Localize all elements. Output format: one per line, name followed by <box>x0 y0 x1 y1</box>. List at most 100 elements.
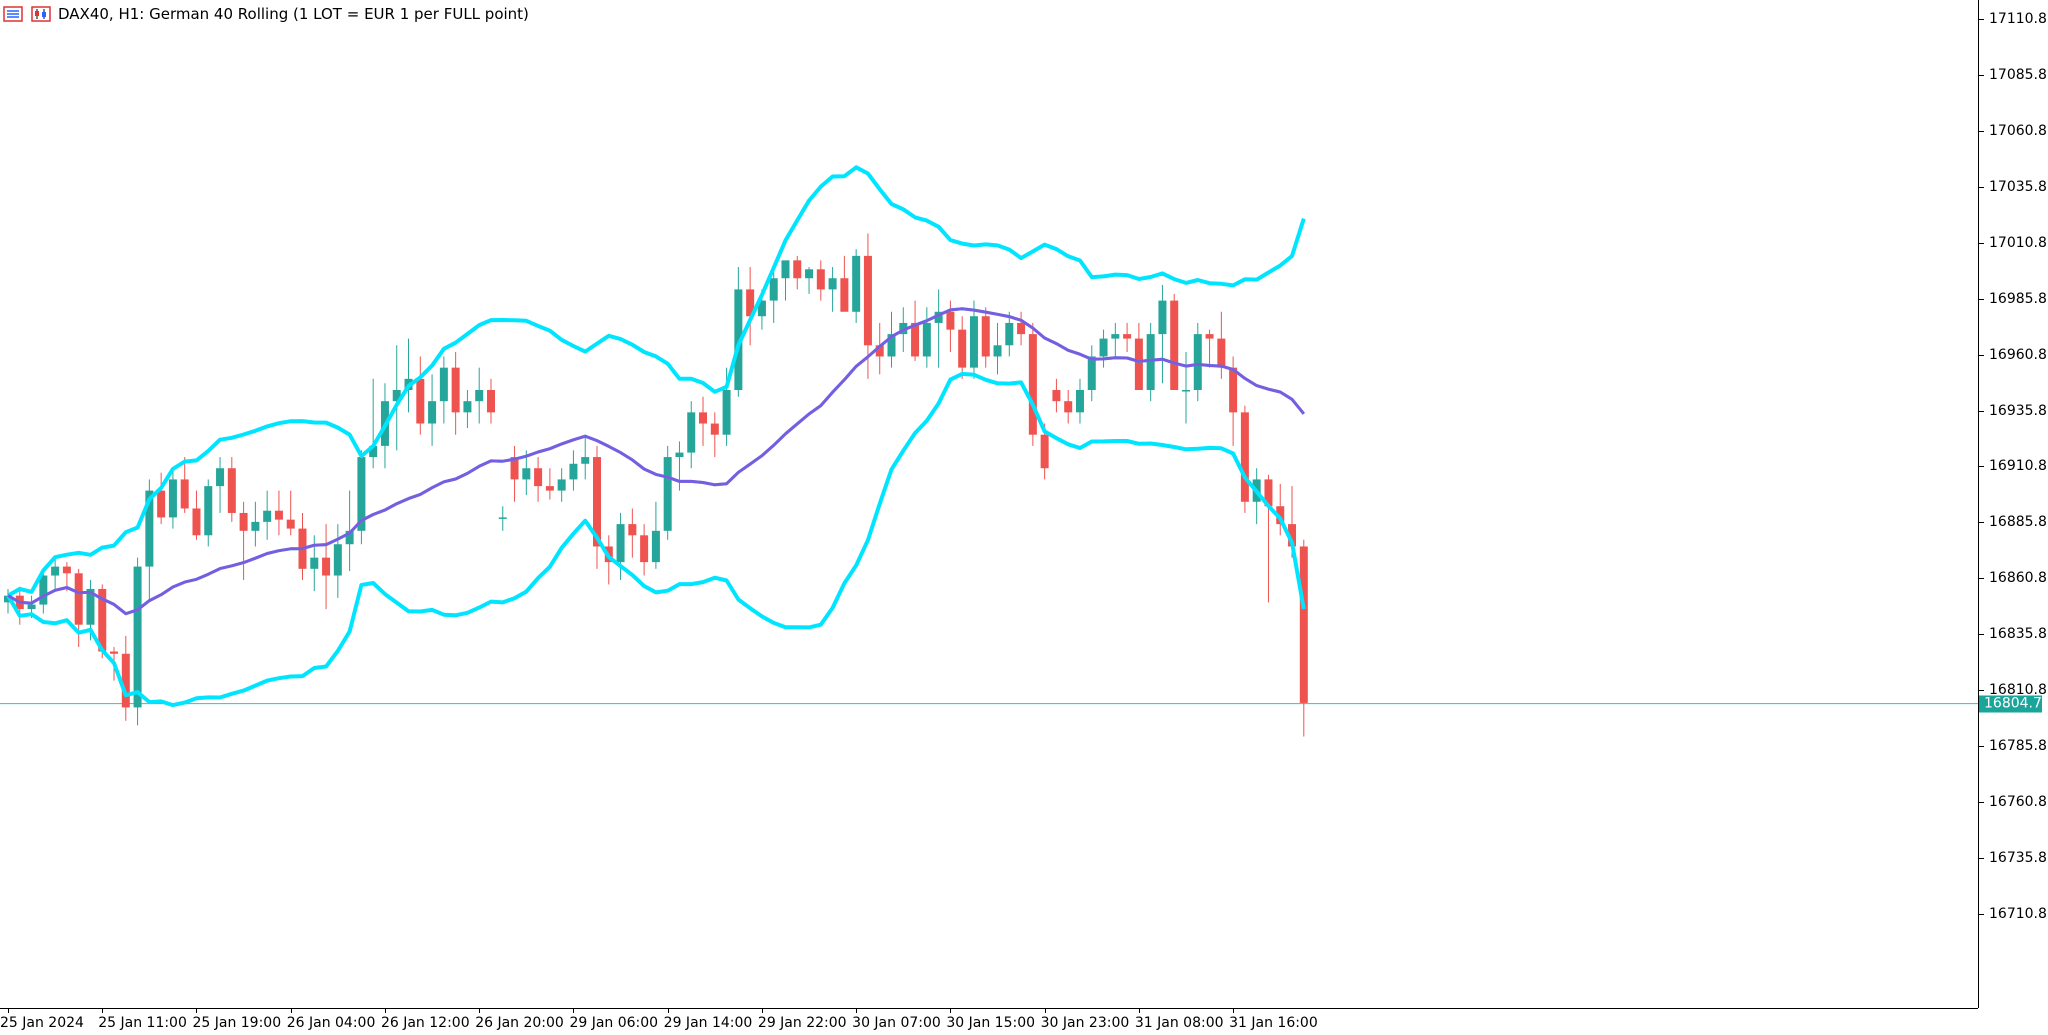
candle[interactable] <box>392 345 401 451</box>
candle[interactable] <box>911 300 920 361</box>
candle[interactable] <box>828 267 837 312</box>
candle[interactable] <box>1087 345 1096 402</box>
candle[interactable] <box>369 378 378 469</box>
candle[interactable] <box>534 457 543 502</box>
candle[interactable] <box>1075 378 1084 424</box>
time-axis[interactable]: 25 Jan 2024 25 Jan 11:00 25 Jan 19:00 26 Ja… <box>0 1008 1978 1035</box>
candle[interactable] <box>1017 311 1026 346</box>
candle[interactable] <box>180 457 189 513</box>
candle[interactable] <box>39 568 48 614</box>
candle[interactable] <box>816 260 825 301</box>
candle[interactable] <box>1123 322 1132 352</box>
candle[interactable] <box>1005 311 1014 357</box>
candle[interactable] <box>840 255 849 312</box>
candle[interactable] <box>286 490 295 536</box>
candle[interactable] <box>498 506 507 531</box>
candle[interactable] <box>1111 322 1120 357</box>
candle[interactable] <box>1170 293 1179 390</box>
candle[interactable] <box>227 457 236 522</box>
candle[interactable] <box>74 568 83 648</box>
candle[interactable] <box>981 307 990 368</box>
candle[interactable] <box>922 307 931 368</box>
candle[interactable] <box>121 635 130 721</box>
candle[interactable] <box>593 445 601 569</box>
candle[interactable] <box>1276 483 1285 536</box>
candle[interactable] <box>993 322 1002 375</box>
candle[interactable] <box>274 490 283 536</box>
candle[interactable] <box>1299 539 1308 737</box>
candle[interactable] <box>416 356 425 435</box>
candle[interactable] <box>958 316 967 379</box>
chart-svg[interactable] <box>0 0 1978 1008</box>
candle[interactable] <box>1158 284 1167 384</box>
candle[interactable] <box>734 267 743 397</box>
candle[interactable] <box>357 450 366 545</box>
candle-body <box>1217 338 1226 368</box>
chart-type-icon[interactable] <box>30 5 52 23</box>
price-axis[interactable]: 16804.7 17110.8 17085.8 17060.8 17035.8 1701… <box>1978 0 2048 1008</box>
candle[interactable] <box>1099 329 1108 368</box>
candle[interactable] <box>805 267 814 294</box>
candle[interactable] <box>522 450 531 496</box>
candle[interactable] <box>263 490 272 540</box>
candle[interactable] <box>545 468 554 500</box>
candle[interactable] <box>510 445 519 502</box>
candle[interactable] <box>1217 311 1226 379</box>
candle[interactable] <box>1028 322 1037 446</box>
candle[interactable] <box>934 289 943 368</box>
candle[interactable] <box>663 445 672 540</box>
candle[interactable] <box>875 322 884 375</box>
candle[interactable] <box>852 249 861 323</box>
candle[interactable] <box>687 401 696 469</box>
candle[interactable] <box>168 468 177 529</box>
candle[interactable] <box>581 434 590 480</box>
candle[interactable] <box>1064 390 1073 424</box>
candle[interactable] <box>769 271 778 323</box>
candle[interactable] <box>746 267 755 346</box>
candle[interactable] <box>557 468 566 502</box>
candle[interactable] <box>699 396 708 446</box>
chart-plot-area[interactable] <box>0 0 1978 1008</box>
candle[interactable] <box>675 441 684 491</box>
candle[interactable] <box>616 512 625 580</box>
candle[interactable] <box>216 457 225 513</box>
candle[interactable] <box>651 501 660 569</box>
chart-menu-icon[interactable] <box>2 5 24 23</box>
candle[interactable] <box>486 378 495 424</box>
candle[interactable] <box>98 584 107 659</box>
candle[interactable] <box>157 472 166 525</box>
candle[interactable] <box>887 311 896 368</box>
candle[interactable] <box>133 557 142 726</box>
candle[interactable] <box>204 479 213 547</box>
candle[interactable] <box>969 300 978 379</box>
candle[interactable] <box>793 255 802 290</box>
candle[interactable] <box>1134 322 1143 390</box>
candle[interactable] <box>640 524 649 576</box>
candle[interactable] <box>628 508 637 558</box>
candle[interactable] <box>1264 474 1273 603</box>
candle[interactable] <box>1240 405 1249 513</box>
candle[interactable] <box>1193 322 1202 402</box>
candle[interactable] <box>1182 352 1190 424</box>
candle[interactable] <box>1146 322 1155 402</box>
candle[interactable] <box>404 338 413 413</box>
candle[interactable] <box>569 450 578 491</box>
candle[interactable] <box>863 233 872 379</box>
candle[interactable] <box>475 367 484 424</box>
candle[interactable] <box>322 524 331 610</box>
candle[interactable] <box>710 412 719 458</box>
candle[interactable] <box>463 390 472 428</box>
candle[interactable] <box>451 352 460 435</box>
candle[interactable] <box>345 490 354 572</box>
candle[interactable] <box>251 501 260 547</box>
candle[interactable] <box>192 490 201 540</box>
candle[interactable] <box>439 356 448 424</box>
candle[interactable] <box>1052 378 1061 413</box>
candle[interactable] <box>428 374 437 446</box>
candle[interactable] <box>1229 356 1238 446</box>
candle[interactable] <box>51 557 60 592</box>
candle[interactable] <box>781 260 790 301</box>
candle[interactable] <box>1205 329 1214 368</box>
candle[interactable] <box>239 501 248 580</box>
candle[interactable] <box>333 524 342 598</box>
